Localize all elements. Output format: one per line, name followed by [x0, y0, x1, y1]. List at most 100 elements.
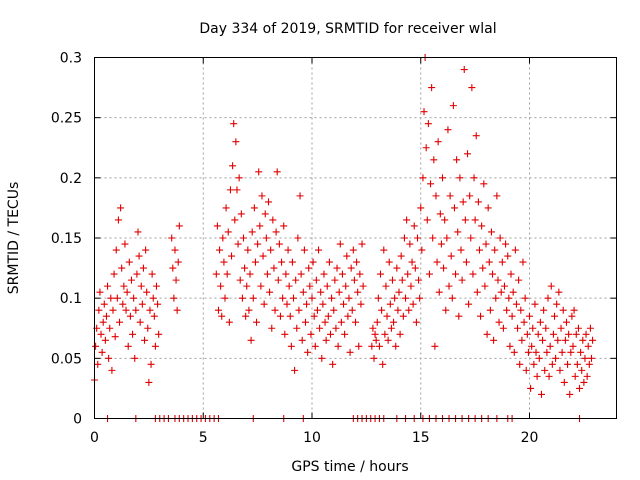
- data-point: [472, 132, 480, 140]
- data-point: [229, 162, 237, 170]
- data-point: [285, 282, 293, 290]
- data-point: [551, 312, 559, 320]
- data-point: [494, 276, 502, 284]
- data-point: [131, 354, 139, 362]
- data-point: [549, 330, 557, 338]
- data-point: [309, 258, 317, 266]
- data-point: [330, 306, 338, 314]
- data-point: [418, 246, 426, 254]
- data-point: [554, 336, 562, 344]
- data-point: [530, 360, 538, 368]
- data-point: [296, 192, 304, 200]
- data-point: [406, 240, 414, 248]
- data-point: [512, 300, 520, 308]
- data-point: [403, 216, 411, 224]
- data-point: [221, 294, 229, 302]
- data-point: [99, 318, 107, 326]
- data-point: [531, 300, 539, 308]
- data-point: [559, 306, 567, 314]
- data-point: [435, 288, 443, 296]
- data-point: [261, 210, 269, 218]
- data-point: [436, 210, 444, 218]
- data-point: [295, 306, 303, 314]
- data-point: [343, 252, 351, 260]
- data-point: [322, 336, 330, 344]
- data-point: [332, 324, 340, 332]
- data-point: [254, 240, 262, 248]
- data-point: [417, 204, 425, 212]
- data-point: [567, 348, 575, 356]
- data-point: [443, 234, 451, 242]
- data-point: [397, 252, 405, 260]
- data-point: [355, 342, 363, 350]
- data-point: [246, 270, 254, 278]
- data-point: [249, 294, 257, 302]
- data-point: [583, 372, 591, 380]
- data-point: [255, 168, 263, 176]
- data-point: [308, 294, 316, 302]
- data-point: [148, 270, 156, 278]
- data-point: [92, 342, 100, 350]
- data-point: [489, 270, 497, 278]
- data-point: [445, 282, 453, 290]
- data-point: [284, 246, 292, 254]
- data-point: [533, 372, 541, 380]
- data-point: [263, 270, 271, 278]
- x-axis-label: GPS time / hours: [291, 459, 408, 475]
- data-point: [535, 354, 543, 362]
- data-point: [168, 234, 176, 242]
- data-point: [433, 258, 441, 266]
- data-point: [133, 270, 141, 278]
- data-point: [444, 126, 452, 134]
- data-point: [548, 360, 556, 368]
- data-point: [257, 282, 265, 290]
- data-point: [425, 270, 433, 278]
- data-point: [262, 234, 270, 242]
- data-point: [266, 288, 274, 296]
- data-point: [498, 258, 506, 266]
- data-point: [517, 306, 525, 314]
- data-point: [431, 342, 439, 350]
- data-point: [94, 360, 102, 368]
- data-point: [572, 330, 580, 338]
- data-point: [481, 282, 489, 290]
- data-point: [280, 222, 288, 230]
- data-point: [108, 366, 116, 374]
- data-point: [316, 324, 324, 332]
- data-point: [267, 246, 275, 254]
- data-point: [170, 294, 178, 302]
- data-point: [520, 318, 528, 326]
- data-point: [105, 354, 113, 362]
- data-point: [235, 174, 243, 182]
- data-point: [504, 252, 512, 260]
- data-point: [430, 156, 438, 164]
- data-point: [276, 312, 284, 320]
- data-point: [269, 216, 277, 224]
- data-point: [511, 246, 519, 254]
- data-point: [526, 312, 533, 320]
- data-point: [402, 294, 410, 302]
- chart-title: Day 334 of 2019, SRMTID for receiver wla…: [199, 21, 496, 37]
- data-point: [391, 294, 399, 302]
- data-point: [151, 342, 159, 350]
- data-point: [114, 216, 122, 224]
- data-point: [558, 348, 566, 356]
- data-point: [384, 336, 392, 344]
- data-point: [347, 264, 355, 272]
- data-point: [468, 84, 476, 92]
- data-point: [419, 174, 427, 182]
- data-point: [576, 384, 584, 392]
- data-point: [532, 348, 540, 356]
- data-point: [300, 246, 308, 254]
- data-point: [487, 228, 495, 236]
- data-point: [369, 324, 377, 332]
- data-point: [97, 330, 105, 338]
- data-point: [505, 294, 513, 302]
- data-point: [141, 336, 149, 344]
- data-point: [265, 198, 272, 206]
- data-point: [107, 294, 115, 302]
- data-point: [408, 258, 416, 266]
- data-point: [298, 336, 306, 344]
- data-point: [326, 330, 334, 338]
